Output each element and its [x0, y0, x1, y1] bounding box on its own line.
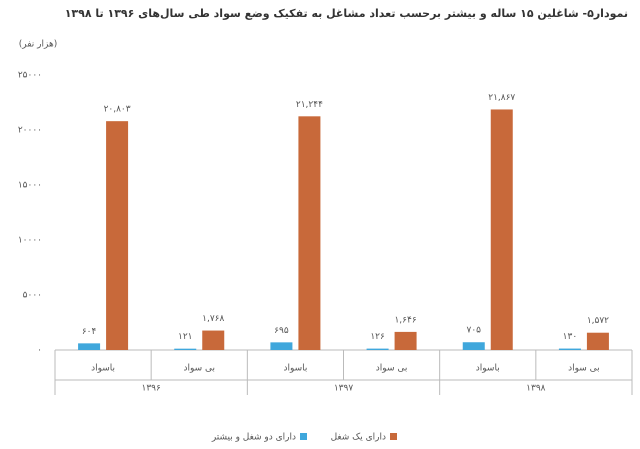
y-tick-label: ۱۵۰۰۰	[18, 181, 42, 191]
group-label: ۱۳۹۶	[141, 384, 161, 394]
bar	[78, 343, 101, 350]
value-label: ۶۰۴	[82, 327, 97, 337]
value-label: ۲۱,۸۶۷	[488, 93, 515, 103]
value-label: ۱۲۶	[370, 332, 385, 342]
bar	[298, 116, 321, 350]
value-label: ۱۲۱	[178, 332, 193, 342]
x-tick-label: بی سواد	[376, 364, 408, 374]
legend-swatch	[300, 433, 307, 440]
legend-label: دارای دو شغل و بیشتر	[211, 433, 296, 443]
group-label: ۱۳۹۸	[526, 384, 546, 394]
legend-swatch	[390, 433, 397, 440]
bar	[270, 342, 293, 350]
x-tick-label: باسواد	[283, 364, 307, 374]
unit-label: (هزار نفر)	[19, 40, 57, 50]
bar	[174, 348, 197, 350]
bar	[462, 342, 485, 350]
value-label: ۷۰۵	[466, 326, 481, 336]
x-tick-label: باسواد	[91, 364, 115, 374]
value-label: ۱,۶۴۶	[394, 315, 416, 325]
x-tick-label: باسواد	[476, 364, 500, 374]
value-label: ۱,۵۷۲	[587, 316, 609, 326]
bar	[106, 121, 129, 351]
y-tick-label: ۲۵۰۰۰	[18, 71, 42, 81]
group-label: ۱۳۹۷	[334, 384, 354, 394]
bar	[490, 109, 513, 350]
chart-title: نمودار۵- شاغلین ۱۵ ساله و بیشتر برحسب تع…	[65, 7, 628, 20]
bar	[394, 331, 417, 350]
y-tick-label: ۵۰۰۰	[23, 291, 42, 301]
value-label: ۲۰,۸۰۳	[104, 105, 131, 115]
bar	[586, 332, 609, 350]
value-label: ۱,۷۶۸	[202, 314, 224, 324]
value-label: ۲۱,۲۴۴	[296, 100, 323, 110]
y-tick-label: ۱۰۰۰۰	[18, 236, 42, 246]
value-label: ۱۳۰	[563, 332, 578, 342]
legend-label: دارای یک شغل	[331, 433, 386, 443]
bar	[202, 330, 225, 350]
bar	[558, 348, 581, 350]
x-tick-label: بی سواد	[183, 364, 215, 374]
bar	[366, 348, 389, 350]
y-tick-label: ۰	[37, 346, 42, 356]
x-tick-label: بی سواد	[568, 364, 600, 374]
y-tick-label: ۲۰۰۰۰	[18, 126, 42, 136]
value-label: ۶۹۵	[274, 326, 289, 336]
